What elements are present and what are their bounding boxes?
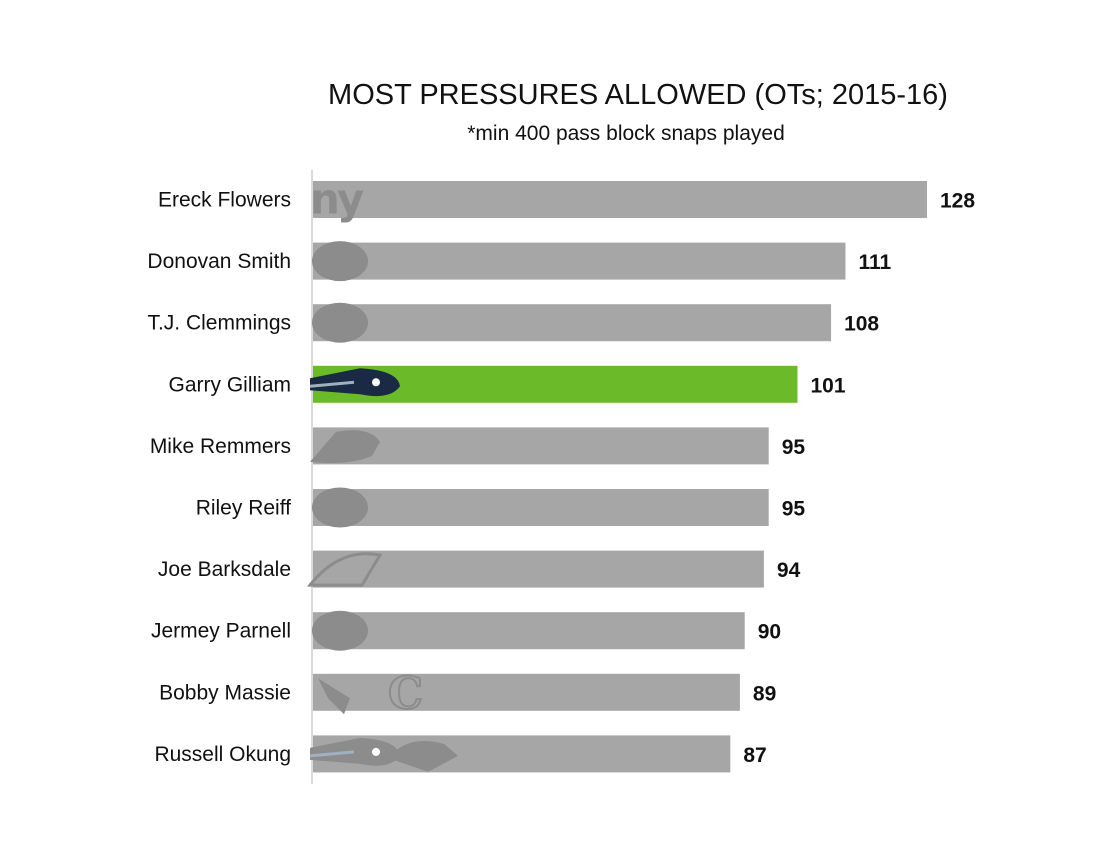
chargers-logo-icon [306,552,383,587]
category-label: Russell Okung [154,743,291,766]
chart-title: MOST PRESSURES ALLOWED (OTs; 2015-16) [328,79,948,111]
value-label: 111 [858,251,891,274]
bar-4 [313,427,769,465]
value-label: 94 [777,559,801,582]
panthers-logo-icon [310,430,380,464]
svg-text:C: C [388,668,423,719]
chart-subtitle: *min 400 pass block snaps played [467,122,785,145]
category-label: Bobby Massie [159,681,291,704]
lions-logo-icon [312,487,368,528]
category-label: Donovan Smith [147,250,291,273]
buccaneers-logo-icon [312,241,368,282]
bar-8 [313,673,740,711]
value-label: 101 [810,374,845,397]
value-label: 95 [782,498,806,521]
category-label: Ereck Flowers [158,189,291,212]
value-label: 95 [782,436,806,459]
category-label: Joe Barksdale [158,558,291,581]
value-label: 108 [844,313,879,336]
svg-text:ny: ny [310,175,364,224]
bar-2 [313,304,832,342]
seahawks-logo-icon-highlight [309,368,400,397]
category-label: Jermey Parnell [151,620,291,643]
cardinals-logo-icon [318,678,350,715]
seahawks-logo-icon [309,737,400,766]
bar-5 [313,489,769,526]
value-label: 90 [758,621,781,644]
bar-6 [313,550,764,588]
bar-7 [313,612,745,650]
broncos-logo-icon [388,740,458,772]
giants-logo-icon: ny [310,175,367,224]
value-label: 89 [753,682,776,705]
category-label: Riley Reiff [196,497,291,520]
bar-0 [313,181,927,218]
bears-logo-icon: C [387,667,424,720]
bars-group: Ereck Flowers 128 ny Donovan Smith 111 T.J. C… [147,175,975,773]
category-label: T.J. Clemmings [147,312,291,335]
bar-1 [313,242,846,280]
value-label: 87 [743,744,766,767]
category-label: Garry Gilliam [168,373,291,396]
jaguars-logo-icon [312,610,368,651]
category-label: Mike Remmers [150,435,291,458]
value-label: 128 [940,190,975,213]
vikings-logo-icon [312,302,368,343]
